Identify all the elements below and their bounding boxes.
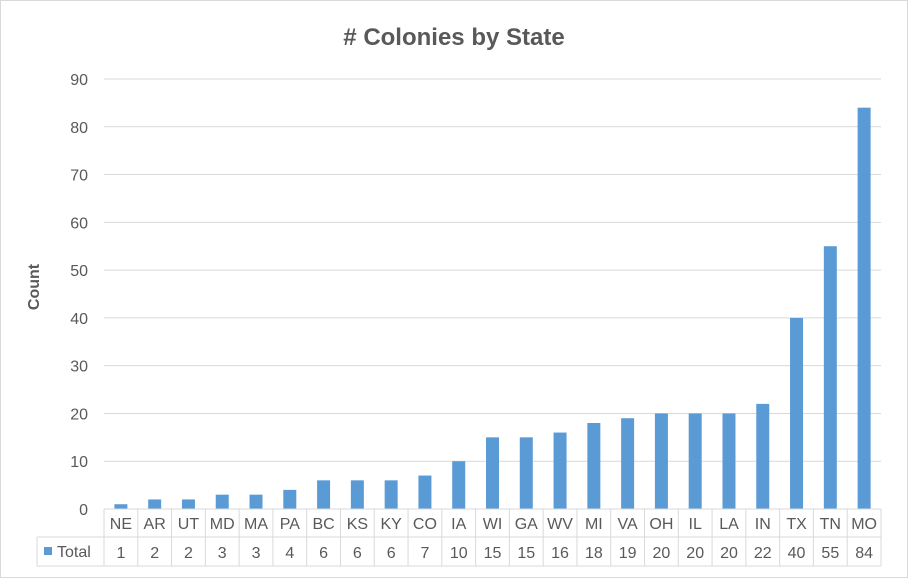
x-tick-label: GA (515, 516, 538, 533)
data-label: 20 (653, 545, 671, 562)
bar-oh (654, 413, 668, 509)
data-label: 20 (686, 545, 704, 562)
data-label: 10 (450, 545, 468, 562)
x-tick-label: MA (244, 516, 268, 533)
x-tick-label: IL (689, 516, 702, 533)
x-tick-label: CO (413, 516, 437, 533)
data-label: 3 (218, 545, 227, 562)
x-tick-label: LA (719, 516, 739, 533)
bar-ne (114, 504, 128, 509)
bar-ar (148, 499, 162, 509)
bar-pa (283, 489, 297, 509)
data-label: 15 (484, 545, 502, 562)
data-label: 19 (619, 545, 637, 562)
bar-wi (486, 437, 499, 509)
bar-il (688, 413, 702, 509)
y-tick-label: 60 (70, 215, 88, 232)
y-tick-label: 80 (70, 120, 88, 137)
data-label: 55 (821, 545, 839, 562)
data-label: 4 (285, 545, 294, 562)
data-label: 3 (252, 545, 261, 562)
bar-ks (350, 480, 364, 509)
x-tick-label: AR (144, 516, 166, 533)
y-tick-label: 0 (79, 502, 88, 519)
legend-swatch (44, 547, 52, 555)
gridlines (104, 78, 881, 462)
x-tick-label: VA (618, 516, 638, 533)
x-tick-label: OH (649, 516, 673, 533)
data-label: 22 (754, 545, 772, 562)
y-tick-label: 50 (70, 263, 88, 280)
bar-tx (790, 317, 804, 509)
bar-md (215, 494, 229, 509)
data-label: 6 (319, 545, 328, 562)
data-label: 15 (517, 545, 535, 562)
chart-title: # Colonies by State (343, 24, 564, 51)
x-tick-label: WI (483, 516, 503, 533)
bar-la (722, 413, 736, 509)
y-tick-label: 20 (70, 406, 88, 423)
y-tick-label: 30 (70, 359, 88, 376)
x-tick-label: WV (547, 516, 573, 533)
bar-mo (857, 107, 871, 510)
x-tick-label: IN (755, 516, 771, 533)
data-label: 1 (116, 545, 125, 562)
x-tick-label: MD (210, 516, 235, 533)
y-tick-label: 70 (70, 168, 88, 185)
x-tick-label: NE (110, 516, 132, 533)
x-tick-label: MO (851, 516, 877, 533)
bar-va (621, 418, 635, 509)
bar-bc (317, 480, 331, 509)
x-tick-label: PA (280, 516, 300, 533)
x-tick-label: KY (380, 516, 402, 533)
data-label: 6 (353, 545, 362, 562)
x-tick-label: TN (820, 516, 841, 533)
x-tick-label: UT (178, 516, 200, 533)
bars (114, 107, 871, 510)
x-tick-label: KS (347, 516, 368, 533)
data-label: 40 (788, 545, 806, 562)
x-tick-label: MI (585, 516, 603, 533)
y-axis-label: Count (26, 263, 43, 310)
x-tick-label: TX (786, 516, 807, 533)
data-label: 20 (720, 545, 738, 562)
data-label: 2 (184, 545, 193, 562)
y-tick-labels: 0 10 20 30 40 50 60 70 80 90 (70, 72, 88, 519)
bar-mi (587, 423, 601, 509)
bar-ga (519, 437, 533, 509)
x-tick-label: BC (312, 516, 334, 533)
y-tick-label: 10 (70, 454, 88, 471)
bar-ia (452, 461, 466, 509)
data-table: NE 1 AR 2 UT 2 MD 3 MA 3 PA 4 BC 6 KS 6 KY 6 CO 7 IA 10 WI 15 GA… (36, 508, 882, 567)
data-label: 6 (387, 545, 396, 562)
bar-ma (249, 494, 263, 509)
bar-ut (181, 499, 195, 509)
data-label: 2 (150, 545, 159, 562)
bar-wv (553, 432, 567, 509)
data-label: 16 (551, 545, 569, 562)
bar-ky (384, 480, 398, 509)
bar-co (418, 475, 432, 509)
bar-in (756, 403, 770, 509)
y-tick-label: 90 (70, 72, 88, 89)
bar-tn (823, 246, 837, 509)
x-tick-label: IA (451, 516, 466, 533)
data-label: 7 (420, 545, 429, 562)
legend-label: Total (57, 544, 91, 561)
y-tick-label: 40 (70, 311, 88, 328)
data-label: 84 (855, 545, 873, 562)
data-label: 18 (585, 545, 603, 562)
